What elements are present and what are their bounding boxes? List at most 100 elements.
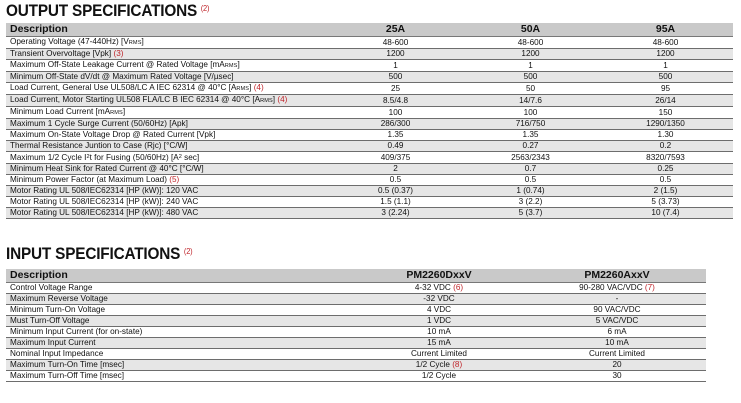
spec-description: Minimum Power Factor (at Maximum Load) (… — [6, 174, 328, 186]
input-title-text: INPUT SPECIFICATIONS — [6, 245, 181, 263]
description-text: Operating Voltage (47-440Hz) [V — [10, 37, 129, 46]
spec-value: 2 (1.5) — [598, 185, 733, 197]
unit-subscript: RMS — [128, 40, 142, 46]
output-header-50a: 50A — [463, 23, 598, 37]
spec-value: 50 — [463, 82, 598, 95]
input-header-description: Description — [6, 269, 350, 283]
spec-value: 15 mA — [350, 337, 528, 349]
spec-description: Load Current, General Use UL508/LC A IEC… — [6, 82, 328, 95]
value-text: - — [615, 294, 619, 303]
spec-value: 500 — [598, 71, 733, 83]
footnote-ref: (5) — [169, 175, 180, 184]
spec-description: Transient Overvoltage [Vpk] (3) — [6, 48, 328, 60]
spec-value: 1200 — [598, 48, 733, 60]
spec-value: 716/750 — [463, 118, 598, 130]
table-row: Transient Overvoltage [Vpk] (3) 1200 1200 1… — [6, 48, 733, 60]
spec-description: Maximum 1/2 Cycle I2t for Fusing (50/60H… — [6, 151, 328, 164]
spec-value: 0.49 — [328, 140, 463, 152]
spec-description: Maximum Off-State Leakage Current @ Rate… — [6, 59, 328, 72]
description-text: Motor Rating UL 508/IEC62314 [HP (kW)]: … — [10, 208, 199, 217]
table-row: Motor Rating UL 508/IEC62314 [HP (kW)]: … — [6, 207, 733, 219]
footnote-ref: (4) — [253, 83, 264, 92]
spec-value: 1.35 — [328, 129, 463, 141]
spec-value: 26/14 — [598, 94, 733, 107]
spec-value: 0.5 — [463, 174, 598, 186]
output-title-text: OUTPUT SPECIFICATIONS — [6, 2, 198, 20]
table-row: Control Voltage Range 4-32 VDC (6) 90-280 … — [6, 282, 706, 294]
footnote-ref: (6) — [453, 283, 464, 292]
table-row: Minimum Input Current (for on-state) 10 m… — [6, 326, 706, 338]
spec-value: 1 — [598, 59, 733, 72]
table-row: Motor Rating UL 508/IEC62314 [HP (kW)]: … — [6, 196, 733, 208]
spec-description: Load Current, Motor Starting UL508 FLA/L… — [6, 94, 328, 107]
spec-description: Control Voltage Range — [6, 282, 350, 294]
spec-value: 150 — [598, 106, 733, 119]
table-row: Maximum Turn-Off Time [msec] 1/2 Cycle 30 — [6, 370, 706, 382]
unit-subscript: RMS — [224, 63, 238, 69]
spec-value: 8.5/4.8 — [328, 94, 463, 107]
table-row: Maximum On-State Voltage Drop @ Rated Cu… — [6, 129, 733, 141]
value-text: 15 mA — [427, 338, 451, 347]
spec-value: 5 (3.7) — [463, 207, 598, 219]
value-text: 90 VAC/VDC — [593, 305, 641, 314]
spec-value: 500 — [463, 71, 598, 83]
output-header-25a: 25A — [328, 23, 463, 37]
spec-value: 500 — [328, 71, 463, 83]
spec-value: 409/375 — [328, 151, 463, 164]
table-row: Minimum Power Factor (at Maximum Load) (… — [6, 174, 733, 186]
spec-value: 1/2 Cycle (8) — [350, 359, 528, 371]
table-row: Minimum Load Current [mARMS] 100 100 150 — [6, 106, 733, 119]
table-row: Maximum 1 Cycle Surge Current (50/60Hz) … — [6, 118, 733, 130]
spec-value: 8320/7593 — [598, 151, 733, 164]
description-text: Motor Rating UL 508/IEC62314 [HP (kW)]: … — [10, 186, 199, 195]
value-text: 20 — [612, 360, 622, 369]
description-text: Minimum Off-State dV/dt @ Maximum Rated … — [10, 72, 234, 81]
spec-value: 1200 — [463, 48, 598, 60]
spec-value: 1 VDC — [350, 315, 528, 327]
description-text: Minimum Power Factor (at Maximum Load) — [10, 175, 167, 184]
description-tail: ] — [141, 37, 144, 46]
spec-description: Minimum Load Current [mARMS] — [6, 106, 328, 119]
table-row: Maximum Off-State Leakage Current @ Rate… — [6, 59, 733, 72]
spec-value: 1.35 — [463, 129, 598, 141]
unit-subscript: RMS — [260, 98, 273, 104]
spec-value: 5 VAC/VDC — [528, 315, 706, 327]
spec-description: Minimum Off-State dV/dt @ Maximum Rated … — [6, 71, 328, 83]
table-row: Must Turn-Off Voltage 1 VDC 5 VAC/VDC — [6, 315, 706, 327]
spec-value: 0.5 — [598, 174, 733, 186]
spec-value: 0.27 — [463, 140, 598, 152]
spec-value: Current Limited — [350, 348, 528, 360]
footnote-ref: (4) — [277, 95, 288, 104]
description-text: Load Current, General Use UL508/LC A IEC… — [10, 83, 237, 92]
spec-value: 4 VDC — [350, 304, 528, 316]
description-tail: ] — [249, 83, 252, 92]
spec-value: 90-280 VAC/VDC (7) — [528, 282, 706, 294]
table-row: Motor Rating UL 508/IEC62314 [HP (kW)]: … — [6, 185, 733, 197]
spec-value: 0.2 — [598, 140, 733, 152]
spec-description: Motor Rating UL 508/IEC62314 [HP (kW)]: … — [6, 185, 328, 197]
spec-description: Maximum On-State Voltage Drop @ Rated Cu… — [6, 129, 328, 141]
spec-value: 1 — [328, 59, 463, 72]
table-row: Maximum Reverse Voltage -32 VDC - — [6, 293, 706, 305]
description-text: t for Fusing (50/60Hz) [A — [89, 153, 179, 162]
description-tail: sec] — [181, 153, 200, 162]
value-text: 90-280 VAC/VDC — [579, 283, 643, 292]
spec-value: 95 — [598, 82, 733, 95]
spec-value: 0.5 (0.37) — [328, 185, 463, 197]
footnote-ref: (3) — [113, 49, 124, 58]
spec-description: Maximum Turn-Off Time [msec] — [6, 370, 350, 382]
description-text: Thermal Resistance Juntion to Case (Rjc)… — [10, 141, 188, 150]
spec-description: Thermal Resistance Juntion to Case (Rjc)… — [6, 140, 328, 152]
spec-value: 286/300 — [328, 118, 463, 130]
table-row: Thermal Resistance Juntion to Case (Rjc)… — [6, 140, 733, 152]
output-section-title: OUTPUT SPECIFICATIONS (2) — [6, 2, 209, 20]
spec-value: 1.5 (1.1) — [328, 196, 463, 208]
description-text: Minimum Heat Sink for Rated Current @ 40… — [10, 164, 204, 173]
table-row: Load Current, Motor Starting UL508 FLA/L… — [6, 94, 733, 107]
input-header-ac-model: PM2260AxxV — [528, 269, 706, 283]
spec-description: Maximum 1 Cycle Surge Current (50/60Hz) … — [6, 118, 328, 130]
spec-value: 1200 — [328, 48, 463, 60]
spec-value: 48-600 — [463, 36, 598, 49]
spec-value: 1/2 Cycle — [350, 370, 528, 382]
spec-description: Minimum Heat Sink for Rated Current @ 40… — [6, 163, 328, 175]
